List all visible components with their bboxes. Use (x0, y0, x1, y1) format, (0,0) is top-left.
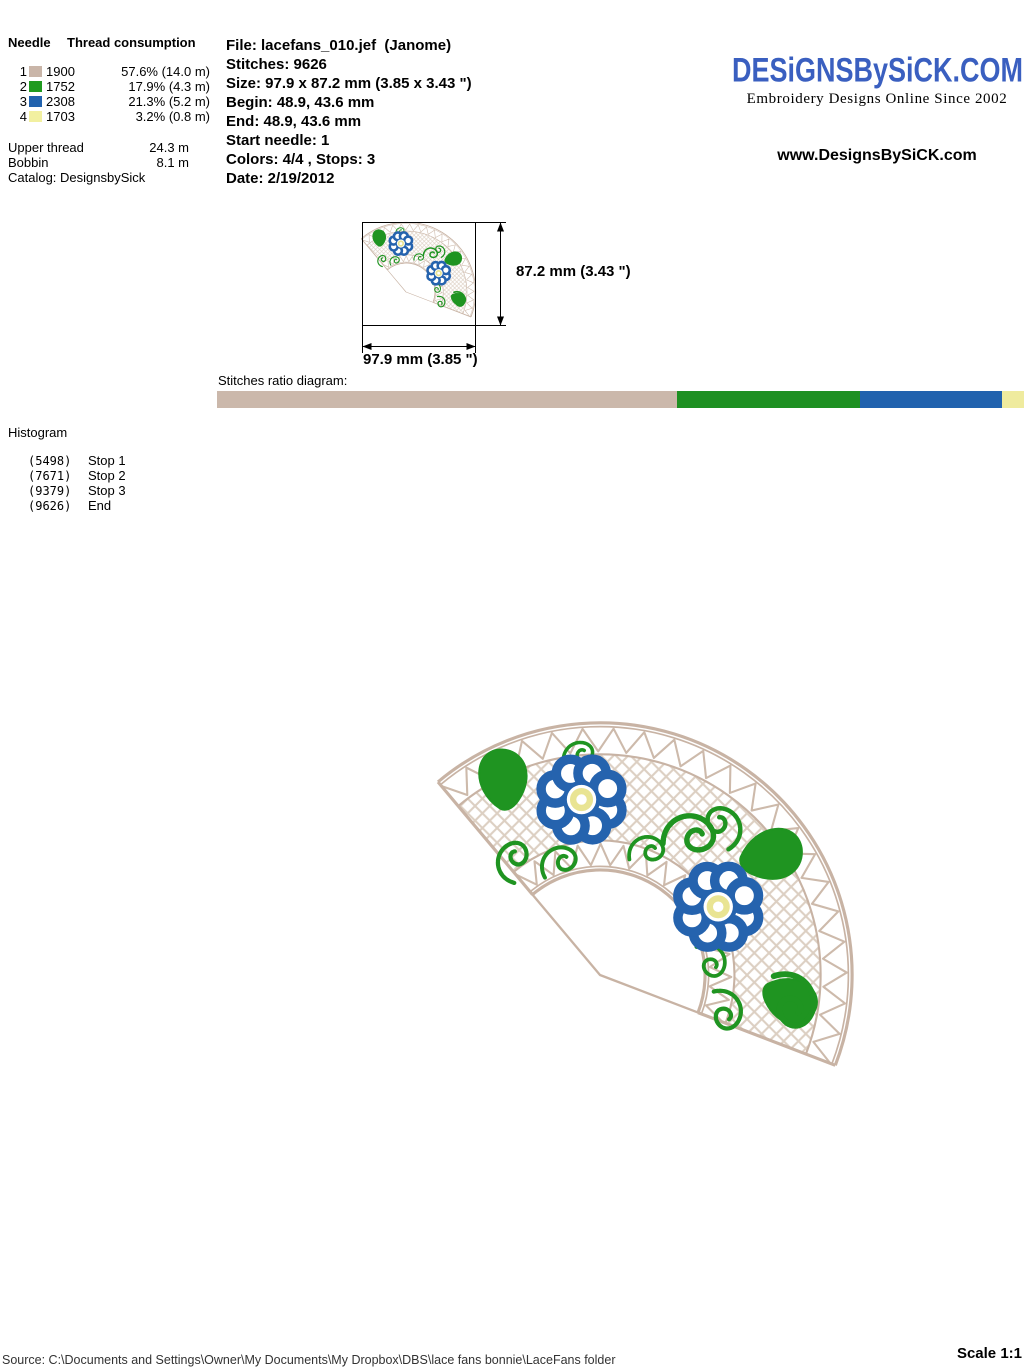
file-info-line: Start needle: 1 (226, 132, 330, 149)
brand-tagline: Embroidery Designs Online Since 2002 (746, 91, 1008, 107)
bobbin-value: 8.1 m (156, 155, 189, 170)
histogram-entry: (7671) Stop 2 (28, 468, 126, 483)
file-info-line: Date: 2/19/2012 (226, 170, 335, 187)
needle-number: 3 (19, 94, 27, 109)
preview-bounding-box (362, 222, 476, 326)
ratio-segment-needle-3-blue (860, 391, 1003, 408)
footer-source-path: Source: C:\Documents and Settings\Owner\… (2, 1353, 616, 1367)
thread-color-swatch (29, 96, 42, 107)
histogram-list: (5498) Stop 1 (7671) Stop 2 (9379) Stop 3 (962… (28, 453, 126, 513)
needle-row: 4 1703 3.2% (0.8 m) (14, 109, 210, 124)
thread-color-swatch (29, 81, 42, 92)
preview-dimensions (362, 222, 506, 353)
thread-totals: Upper thread 24.3 m Bobbin 8.1 m Catalog… (8, 140, 189, 185)
dimension-arrowhead (497, 222, 504, 232)
brand-block: DESiGNSBySiCK.COM Embroidery Designs Onl… (732, 51, 1024, 108)
histogram-entry: (9626) End (28, 498, 126, 513)
file-info-block: File: lacefans_010.jef (Janome) Stitches:… (226, 36, 472, 188)
fan-design-large (438, 723, 852, 1065)
stop-label: Stop 2 (88, 468, 126, 483)
stitch-count: (9379) (28, 484, 72, 498)
thread-color-swatch (29, 66, 42, 77)
thread-consumption-value: 17.9% (4.3 m) (128, 79, 210, 94)
needle-column-header: Needle (8, 35, 51, 50)
stitch-count: (7671) (28, 469, 72, 483)
thread-code: 2308 (46, 94, 75, 109)
thread-consumption-value: 21.3% (5.2 m) (128, 94, 210, 109)
stitch-count: (9626) (28, 499, 72, 513)
file-info-line: Colors: 4/4 , Stops: 3 (226, 151, 376, 168)
needle-number: 4 (19, 109, 27, 124)
upper-thread-row: Upper thread 24.3 m (8, 140, 189, 155)
dimension-arrowhead (466, 343, 476, 350)
height-dimension-label: 87.2 mm (3.43 ") (516, 263, 631, 280)
histogram-title: Histogram (8, 425, 68, 440)
histogram-entry: (9379) Stop 3 (28, 483, 126, 498)
thread-consumption-column-header: Thread consumption (67, 35, 196, 50)
upper-thread-label: Upper thread (8, 140, 84, 155)
footer-scale: Scale 1:1 (956, 1345, 1022, 1362)
dimension-arrowhead (362, 343, 372, 350)
ratio-segment-needle-1-tan (217, 391, 677, 408)
needle-number: 1 (19, 64, 27, 79)
file-info-line: Size: 97.9 x 87.2 mm (3.85 x 3.43 ") (226, 75, 472, 92)
stop-label: Stop 1 (88, 453, 126, 468)
file-info-line: File: lacefans_010.jef (Janome) (226, 37, 452, 54)
file-info-line: Stitches: 9626 (226, 56, 327, 73)
stitch-count: (5498) (28, 454, 72, 468)
upper-thread-value: 24.3 m (149, 140, 189, 155)
needle-row: 1 1900 57.6% (14.0 m) (14, 64, 210, 79)
thread-consumption-value: 57.6% (14.0 m) (121, 64, 210, 79)
brand-logo: DESiGNSBySiCK.COM (732, 51, 1024, 90)
thread-code: 1752 (46, 79, 75, 94)
bobbin-label: Bobbin (8, 155, 49, 170)
stitches-ratio-bar (217, 391, 1024, 408)
stop-label: Stop 3 (88, 483, 126, 498)
catalog-label: Catalog: DesignsbySick (8, 170, 146, 185)
stop-label: End (88, 498, 112, 513)
needle-number: 2 (19, 79, 27, 94)
file-info-line: Begin: 48.9, 43.6 mm (226, 94, 375, 111)
needle-row: 2 1752 17.9% (4.3 m) (14, 79, 210, 94)
dimension-arrowhead (497, 316, 504, 326)
width-dimension-label: 97.9 mm (3.85 ") (363, 351, 478, 368)
brand-website: www.DesignsBySiCK.com (777, 147, 977, 164)
needle-table: 1 1900 57.6% (14.0 m) 2 1752 17.9% (4.3 m) 3 23… (14, 64, 210, 124)
ratio-diagram-label: Stitches ratio diagram: (218, 373, 348, 388)
catalog-row: Catalog: DesignsbySick (8, 170, 189, 185)
thread-code: 1703 (46, 109, 75, 124)
thread-code: 1900 (46, 64, 75, 79)
bobbin-row: Bobbin 8.1 m (8, 155, 189, 170)
histogram-entry: (5498) Stop 1 (28, 453, 126, 468)
fan-design-thumbnail (359, 221, 477, 319)
needle-row: 3 2308 21.3% (5.2 m) (14, 94, 210, 109)
ratio-segment-needle-2-green (676, 391, 861, 408)
file-info-line: End: 48.9, 43.6 mm (226, 113, 362, 130)
thread-consumption-value: 3.2% (0.8 m) (135, 109, 210, 124)
ratio-segment-needle-4-yellow (1002, 391, 1024, 408)
thread-color-swatch (29, 111, 42, 122)
